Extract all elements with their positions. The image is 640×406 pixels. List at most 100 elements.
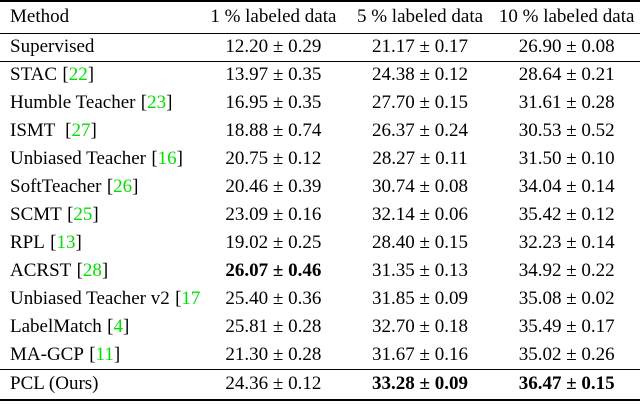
- table-row: STAC [22] 13.97 ± 0.35 24.38 ± 0.12 28.64…: [0, 61, 640, 89]
- citation-bracket-close: ]: [122, 316, 130, 337]
- value-cell-1pct: 12.20 ± 0.29: [225, 36, 322, 57]
- citation-bracket-close: ]: [101, 260, 109, 281]
- citation-link[interactable]: [27]: [65, 120, 97, 141]
- method-name: MA-GCP: [10, 343, 84, 365]
- citation-bracket-open: [: [151, 148, 158, 169]
- citation-bracket-close: ]: [132, 176, 139, 197]
- value-cell-5pct: 31.85 ± 0.09: [372, 288, 468, 309]
- value-cell-5pct: 31.35 ± 0.13: [372, 260, 468, 281]
- value-cell-1pct: 25.40 ± 0.36: [225, 288, 322, 309]
- citation-link[interactable]: [26]: [107, 176, 139, 197]
- value-cell-1pct: 21.30 ± 0.28: [225, 343, 322, 365]
- method-cell: ISMT [27]: [0, 117, 200, 145]
- citation-link[interactable]: [13]: [50, 232, 82, 253]
- value-cell-5pct: 26.37 ± 0.24: [372, 120, 468, 141]
- col-header-10pct: 10 % labeled data: [498, 6, 635, 28]
- value-cell-5pct: 28.40 ± 0.15: [372, 232, 468, 253]
- citation-link[interactable]: [16]: [151, 148, 183, 169]
- value-cell-1pct: 16.95 ± 0.35: [225, 92, 322, 113]
- citation-link[interactable]: [4]: [107, 316, 129, 337]
- table-row: Unbiased Teacher v2[17] 25.40 ± 0.36 31.…: [0, 285, 640, 313]
- table-body: Supervised 12.20 ± 0.29 21.17 ± 0.17 26.…: [0, 33, 640, 400]
- method-cell: SCMT [25]: [0, 201, 200, 229]
- citation-bracket-open: [: [62, 64, 69, 86]
- method-name: Humble Teacher: [10, 92, 136, 113]
- table-row: Unbiased Teacher [16] 20.75 ± 0.12 28.27 …: [0, 145, 640, 173]
- citation-bracket-open: [: [107, 316, 114, 337]
- method-cell: STAC [22]: [0, 61, 200, 89]
- value-cell-5pct: 32.14 ± 0.06: [372, 204, 468, 225]
- method-name: ISMT: [10, 120, 60, 141]
- citation-link[interactable]: [25]: [67, 204, 99, 225]
- table-row: SCMT [25] 23.09 ± 0.16 32.14 ± 0.06 35.42…: [0, 201, 640, 229]
- table-row: PCL (Ours) 24.36 ± 0.12 33.28 ± 0.09 36.…: [0, 369, 640, 400]
- value-cell-1pct: 20.75 ± 0.12: [225, 148, 322, 169]
- method-name: Unbiased Teacher: [10, 148, 147, 169]
- value-cell-10pct: 32.23 ± 0.14: [518, 232, 615, 253]
- citation-bracket-open: [: [140, 92, 148, 113]
- table-row: LabelMatch [4] 25.81 ± 0.28 32.70 ± 0.18 …: [0, 313, 640, 341]
- citation-bracket-close: ]: [176, 148, 183, 169]
- citation-number: 17: [181, 288, 201, 309]
- method-name: SCMT: [10, 204, 62, 225]
- value-cell-10pct: 28.64 ± 0.21: [518, 64, 615, 86]
- value-cell-1pct: 23.09 ± 0.16: [225, 204, 322, 225]
- value-cell-1pct: 13.97 ± 0.35: [225, 64, 322, 86]
- header-row: Method 1 % labeled data 5 % labeled data…: [0, 1, 640, 33]
- citation-link[interactable]: [23]: [141, 92, 173, 113]
- value-cell-1pct: 20.46 ± 0.39: [225, 176, 322, 197]
- citation-bracket-open: [: [67, 204, 74, 225]
- citation-bracket-close: ]: [166, 92, 173, 113]
- citation-bracket-close: ]: [113, 343, 121, 365]
- col-header-5pct: 5 % labeled data: [356, 6, 484, 28]
- value-cell-1pct: 18.88 ± 0.74: [225, 120, 322, 141]
- value-cell-5pct: 33.28 ± 0.09: [372, 373, 468, 395]
- method-cell: ACRST [28]: [0, 257, 200, 285]
- citation-number: 4: [113, 316, 123, 337]
- method-cell: RPL [13]: [0, 229, 200, 257]
- value-cell-10pct: 35.08 ± 0.02: [518, 288, 615, 309]
- citation-link[interactable]: [11]: [89, 344, 120, 365]
- citation-link[interactable]: [28]: [77, 260, 109, 281]
- value-cell-10pct: 35.49 ± 0.17: [518, 316, 615, 337]
- citation-number: 16: [157, 148, 177, 169]
- value-cell-10pct: 34.92 ± 0.22: [518, 260, 615, 281]
- method-cell: PCL (Ours): [0, 369, 200, 400]
- citation-bracket-open: [: [89, 343, 96, 365]
- citation-bracket-close: ]: [90, 120, 97, 141]
- table-row: ACRST [28] 26.07 ± 0.46 31.35 ± 0.13 34.9…: [0, 257, 640, 285]
- citation-number: 13: [56, 232, 76, 253]
- citation-number: 22: [68, 64, 88, 86]
- citation-link[interactable]: [17]: [175, 288, 200, 309]
- method-name: PCL (Ours): [10, 373, 99, 395]
- method-name: Supervised: [10, 36, 95, 57]
- value-cell-1pct: 19.02 ± 0.25: [225, 232, 322, 253]
- value-cell-10pct: 30.53 ± 0.52: [518, 120, 615, 141]
- col-header-method: Method: [10, 6, 70, 28]
- method-cell: Humble Teacher [23]: [0, 89, 200, 117]
- citation-bracket-open: [: [76, 260, 83, 281]
- table-row: RPL [13] 19.02 ± 0.25 28.40 ± 0.15 32.23 …: [0, 229, 640, 257]
- table-row: SoftTeacher [26] 20.46 ± 0.39 30.74 ± 0.0…: [0, 173, 640, 201]
- value-cell-5pct: 31.67 ± 0.16: [372, 343, 468, 365]
- citation-bracket-open: [: [65, 120, 72, 141]
- method-cell: LabelMatch [4]: [0, 313, 200, 341]
- value-cell-1pct: 24.36 ± 0.12: [225, 373, 322, 395]
- method-name: SoftTeacher: [10, 176, 102, 197]
- citation-number: 27: [71, 120, 91, 141]
- table-row: MA-GCP [11] 21.30 ± 0.28 31.67 ± 0.16 35.…: [0, 341, 640, 369]
- citation-link[interactable]: [22]: [62, 64, 94, 85]
- method-name: ACRST: [10, 260, 72, 281]
- value-cell-10pct: 35.42 ± 0.12: [518, 204, 615, 225]
- method-cell: Unbiased Teacher v2[17]: [0, 285, 200, 313]
- method-name: STAC: [10, 64, 58, 86]
- value-cell-5pct: 27.70 ± 0.15: [372, 92, 468, 113]
- value-cell-10pct: 31.50 ± 0.10: [518, 148, 615, 169]
- method-cell: MA-GCP [11]: [0, 341, 200, 369]
- value-cell-5pct: 28.27 ± 0.11: [372, 148, 468, 169]
- value-cell-5pct: 24.38 ± 0.12: [372, 64, 468, 86]
- value-cell-10pct: 31.61 ± 0.28: [518, 92, 615, 113]
- value-cell-1pct: 25.81 ± 0.28: [225, 316, 322, 337]
- citation-bracket-close: ]: [87, 64, 95, 86]
- col-header-1pct: 1 % labeled data: [210, 6, 337, 28]
